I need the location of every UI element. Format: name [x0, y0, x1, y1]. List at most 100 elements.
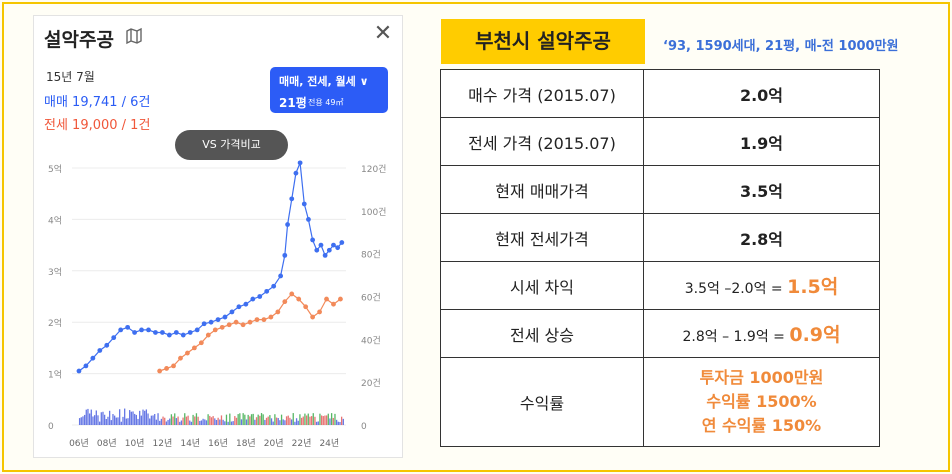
volume-bar	[174, 413, 176, 425]
volume-bar	[93, 415, 96, 425]
data-point	[271, 283, 277, 289]
volume-bar	[209, 415, 211, 425]
volume-bar	[339, 421, 341, 425]
volume-bar	[162, 416, 164, 425]
volume-bar	[239, 413, 241, 425]
volume-bar	[212, 416, 214, 425]
close-icon[interactable]: ✕	[373, 21, 393, 46]
volume-bar	[150, 415, 153, 425]
volume-bar	[195, 413, 198, 425]
volume-bar	[259, 415, 261, 425]
data-point	[293, 170, 299, 176]
data-point	[157, 368, 163, 374]
volume-bar	[98, 421, 101, 425]
volume-bar	[224, 421, 226, 425]
volume-bar	[302, 416, 304, 425]
volume-bar	[260, 413, 263, 425]
data-point	[191, 345, 197, 351]
data-point	[322, 252, 328, 258]
data-point	[76, 368, 82, 374]
row-label: 전세 가격 (2015.07)	[440, 117, 644, 166]
x-tick-label: 24년	[319, 438, 339, 449]
volume-bar	[115, 417, 117, 425]
volume-bar	[322, 416, 324, 425]
row-label: 수익률	[440, 357, 644, 447]
y-tick-label: 5억	[48, 163, 62, 175]
row-value: 3.5억 –2.0억 = 1.5억	[643, 261, 880, 310]
data-point	[90, 355, 96, 361]
table-row: 시세 차익 3.5억 –2.0억 = 1.5억	[440, 261, 880, 310]
volume-bar	[254, 419, 256, 425]
volume-bar	[295, 418, 298, 425]
data-point	[173, 330, 179, 335]
data-point	[310, 314, 316, 320]
volume-bar	[92, 416, 94, 425]
volume-bar	[217, 417, 219, 425]
data-point	[201, 321, 207, 327]
data-point	[289, 196, 295, 202]
volume-bar	[88, 413, 91, 425]
volume-bar	[112, 414, 114, 425]
volume-bar	[232, 421, 234, 425]
header-title: 부천시 설악주공	[441, 19, 645, 64]
data-point	[208, 319, 214, 325]
volume-bar	[235, 417, 238, 425]
data-point	[303, 304, 309, 310]
data-point	[301, 201, 307, 207]
volume-bar	[280, 414, 283, 425]
data-point	[314, 247, 320, 253]
volume-bar	[139, 410, 141, 425]
data-point	[139, 327, 144, 333]
data-point	[198, 340, 204, 346]
volume-bar	[274, 414, 276, 425]
data-point	[180, 332, 186, 338]
volume-bar	[175, 418, 178, 425]
volume-bar	[130, 411, 132, 425]
volume-bar	[119, 409, 121, 425]
volume-bar	[149, 418, 151, 425]
volume-bar	[290, 419, 293, 425]
volume-bar	[257, 414, 259, 425]
volume-bar	[78, 418, 81, 425]
volume-bar	[83, 414, 86, 425]
data-point	[166, 332, 172, 338]
compare-price-button[interactable]: VS 가격비교	[175, 130, 288, 160]
data-point	[178, 355, 183, 361]
table-row: 매수 가격 (2015.07) 2.0억	[440, 69, 880, 118]
calc-text: 2.8억 – 1.9억 =	[682, 329, 790, 345]
volume-bar	[134, 413, 136, 425]
data-point	[229, 309, 235, 315]
y-right-tick-label: 20건	[361, 378, 381, 389]
data-point	[278, 273, 284, 279]
volume-bar	[309, 416, 311, 425]
row-label: 전세 상승	[440, 309, 644, 358]
volume-bar	[229, 413, 231, 425]
volume-bar	[320, 415, 323, 425]
data-point	[194, 327, 200, 333]
y-tick-label: 2억	[48, 317, 62, 329]
volume-bar	[220, 415, 223, 425]
row-value: 2.8억	[643, 213, 880, 262]
trade-filter-button[interactable]: 매매, 전세, 월세 ∨ 21평 전용 49㎡	[270, 67, 388, 113]
volume-bar	[142, 409, 144, 425]
row-label: 매수 가격 (2015.07)	[440, 69, 644, 118]
volume-bar	[342, 418, 344, 425]
volume-bar	[330, 413, 333, 425]
x-tick-label: 16년	[208, 438, 228, 449]
row-value: 1.9억	[643, 117, 880, 166]
volume-bar	[277, 418, 279, 425]
y-tick-label: 4억	[48, 214, 62, 226]
data-point	[171, 363, 176, 369]
x-tick-label: 06년	[69, 438, 89, 449]
volume-bar	[135, 414, 138, 425]
volume-bar	[167, 419, 169, 425]
calc-result: 0.9억	[789, 324, 841, 346]
volume-bar	[110, 420, 112, 425]
map-icon[interactable]	[125, 27, 143, 45]
volume-bar	[249, 416, 251, 425]
investment-table: 매수 가격 (2015.07) 2.0억 전세 가격 (2015.07) 1.9…	[440, 69, 880, 447]
volume-bar	[170, 414, 173, 425]
volume-bar	[305, 415, 308, 425]
volume-bar	[207, 414, 209, 425]
volume-bar	[157, 413, 159, 425]
